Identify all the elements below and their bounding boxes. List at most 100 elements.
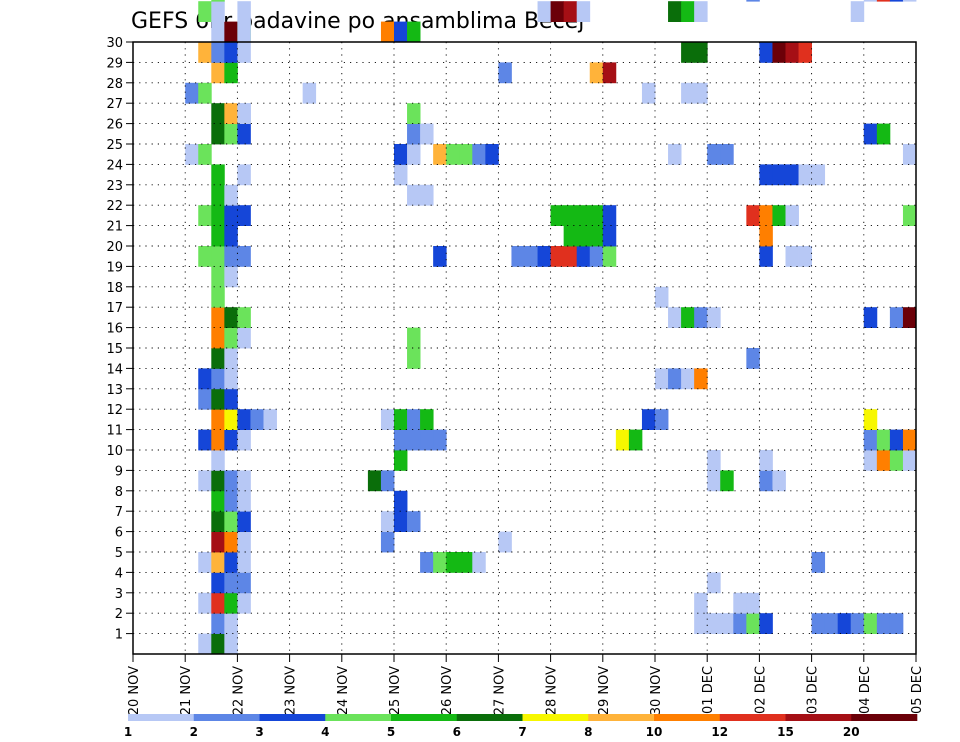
x-tick-label: 30 NOV — [649, 666, 664, 715]
heat-cell — [746, 348, 760, 369]
heat-cell — [707, 572, 721, 594]
heat-cell — [589, 225, 604, 247]
heat-cell — [537, 246, 551, 267]
colorbar-level-label: 20 — [843, 725, 860, 739]
heat-cell — [498, 531, 512, 553]
colorbar-swatch — [128, 714, 195, 721]
heat-cell — [641, 409, 656, 430]
heat-cell — [394, 450, 408, 471]
heat-cell — [198, 144, 212, 165]
heat-cell — [211, 552, 225, 573]
heat-cell — [211, 184, 225, 206]
heat-cell — [641, 82, 656, 104]
heat-cell — [811, 613, 826, 634]
heat-cell — [224, 511, 238, 532]
heat-cell — [224, 490, 238, 512]
heat-cell — [824, 613, 839, 634]
colorbar-swatch — [588, 714, 655, 721]
heat-cell — [694, 368, 708, 390]
heat-cell — [211, 348, 225, 369]
heat-cell — [889, 0, 904, 2]
heat-cell — [589, 246, 604, 267]
colorbar-level-label: 10 — [646, 725, 663, 739]
heat-cell — [224, 307, 238, 328]
heat-cell — [380, 470, 395, 492]
heat-cell — [772, 164, 786, 186]
y-tick-label: 18 — [106, 281, 123, 296]
heat-cell — [876, 0, 891, 2]
heat-cell — [576, 246, 591, 267]
heat-cell — [850, 613, 865, 634]
heat-cell — [850, 1, 865, 22]
heat-cell — [889, 429, 904, 451]
heat-cell — [407, 327, 421, 349]
x-tick-label: 24 NOV — [336, 666, 351, 715]
heat-cell — [720, 470, 734, 492]
x-tick-label: 27 NOV — [492, 666, 507, 715]
heat-cell — [602, 225, 617, 247]
heat-cell — [746, 205, 760, 226]
heat-cell — [602, 62, 617, 84]
heat-cell — [550, 205, 565, 226]
heat-cell — [224, 42, 238, 63]
heat-cell — [576, 205, 591, 226]
heat-cell — [237, 307, 251, 328]
heat-cell — [198, 1, 212, 22]
heat-cell — [655, 409, 669, 430]
x-tick-label: 01 DEC — [701, 666, 716, 714]
colorbar-level-label: 15 — [777, 725, 794, 739]
heat-cell — [902, 144, 917, 165]
heat-cell — [407, 144, 421, 165]
heat-cell — [798, 164, 812, 186]
heat-cell — [198, 470, 212, 492]
heat-cell — [707, 307, 721, 328]
heat-cell — [237, 511, 251, 532]
heat-cell — [707, 470, 721, 492]
heat-cell — [876, 123, 891, 145]
heat-cell — [655, 368, 669, 390]
heat-cell — [537, 1, 551, 22]
x-tick-label: 20 NOV — [127, 666, 142, 715]
colorbar: 1 2 3 4 5 6 7 8 10 12 15 20 — [124, 714, 918, 739]
heat-cell — [185, 144, 199, 165]
heat-cell — [615, 429, 630, 451]
heat-cell — [524, 246, 538, 267]
heat-cell — [211, 633, 225, 655]
y-tick-label: 28 — [106, 77, 123, 92]
heat-cell — [420, 409, 434, 430]
heat-cell — [198, 82, 212, 104]
heat-cell — [198, 429, 212, 451]
heat-cell — [576, 1, 591, 22]
cells-layer — [185, 0, 917, 655]
heat-cell — [211, 429, 225, 451]
heat-cell — [407, 21, 421, 43]
heat-cell — [211, 103, 225, 124]
heat-cell — [211, 470, 225, 492]
heat-cell — [902, 0, 917, 2]
heat-cell — [863, 429, 878, 451]
heat-cell — [863, 450, 878, 471]
y-axis: 1234567891011121314151617181920212223242… — [106, 36, 133, 643]
heat-cell — [407, 348, 421, 369]
heat-cell — [485, 144, 499, 165]
heat-cell — [237, 490, 251, 512]
heat-cell — [211, 307, 225, 328]
y-tick-label: 7 — [115, 505, 123, 520]
y-tick-label: 24 — [106, 158, 123, 173]
y-tick-label: 22 — [106, 199, 123, 214]
x-tick-label: 26 NOV — [440, 666, 455, 715]
heat-cell — [211, 531, 225, 553]
heat-cell — [733, 613, 747, 634]
heat-cell — [198, 368, 212, 390]
heat-cell — [602, 205, 617, 226]
heat-cell — [198, 388, 212, 410]
heat-cell — [759, 225, 773, 247]
heat-cell — [628, 429, 643, 451]
heat-cell — [602, 246, 617, 267]
y-tick-label: 13 — [106, 383, 123, 398]
heat-cell — [211, 592, 225, 614]
heat-cell — [211, 164, 225, 186]
heat-cell — [433, 246, 447, 267]
heat-cell — [694, 42, 708, 63]
heat-cell — [211, 225, 225, 247]
